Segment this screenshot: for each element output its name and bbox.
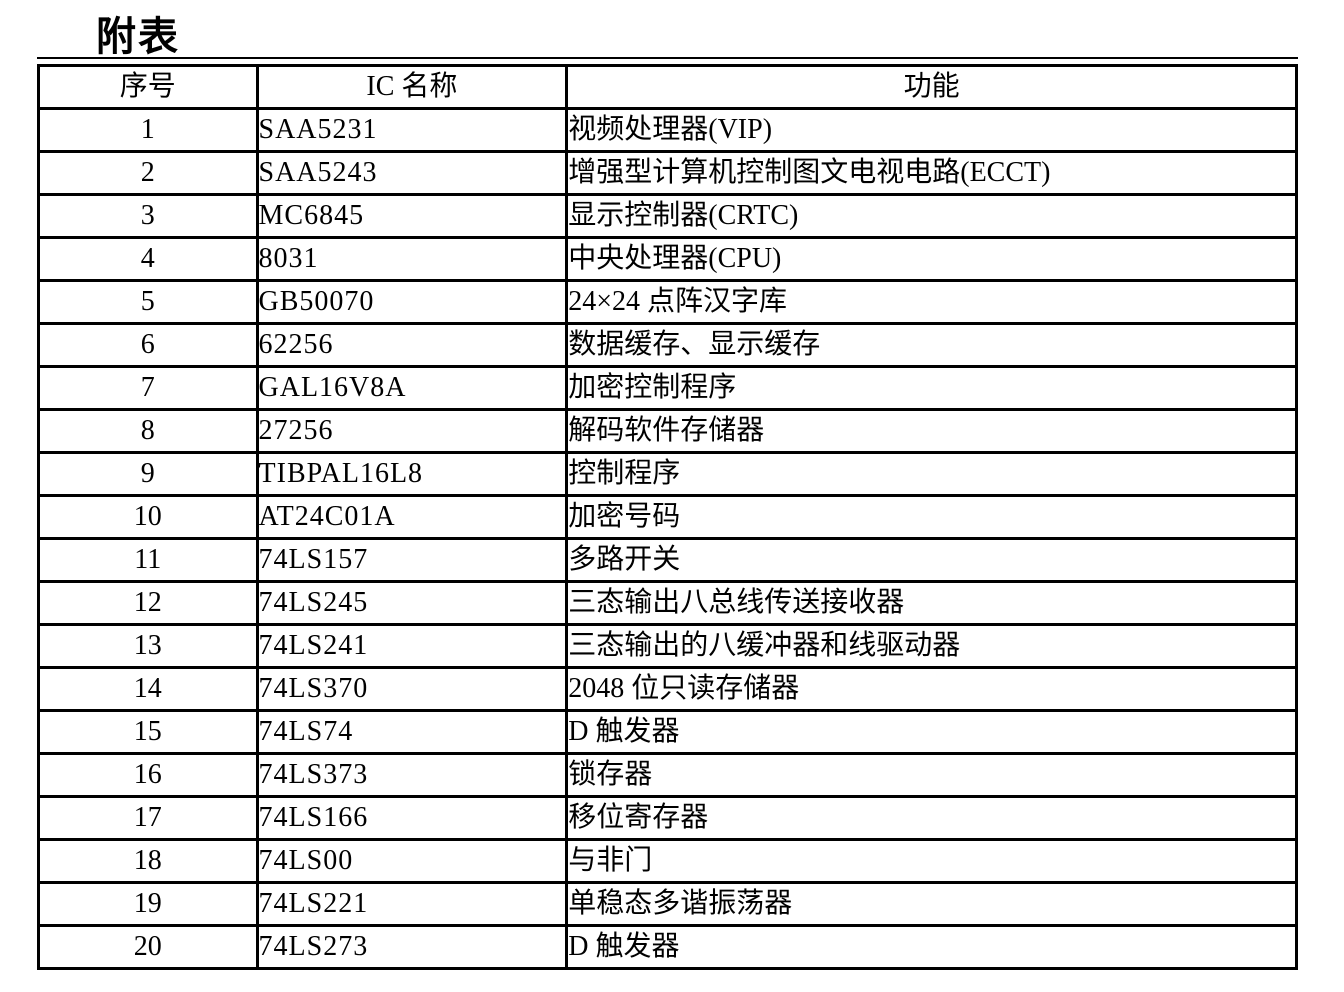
table-top-double-line [37,57,1298,59]
table-row: 7 GAL16V8A 加密控制程序 [37,365,1298,411]
serial-cell: 6 [37,322,259,368]
ic-table: 序号 IC 名称 功能 1 SAA5231 视频处理器(VIP) 2 SAA5243 增强… [37,64,1298,970]
ic-name-cell: 62256 [255,322,569,368]
table-body: 1 SAA5231 视频处理器(VIP) 2 SAA5243 增强型计算机控制图文电视电路… [37,107,1298,970]
function-cell: 与非门 [565,838,1298,884]
ic-name-cell: 74LS157 [255,537,569,583]
ic-name-cell: MC6845 [255,193,569,239]
serial-cell: 11 [37,537,259,583]
table-row: 16 74LS373 锁存器 [37,752,1298,798]
function-cell: 三态输出八总线传送接收器 [565,580,1298,626]
ic-name-cell: SAA5231 [255,107,569,153]
function-cell: 2048 位只读存储器 [565,666,1298,712]
table-header-row: 序号 IC 名称 功能 [37,64,1298,110]
table-row: 2 SAA5243 增强型计算机控制图文电视电路(ECCT) [37,150,1298,196]
table-row: 3 MC6845 显示控制器(CRTC) [37,193,1298,239]
ic-name-cell: 74LS373 [255,752,569,798]
function-cell: 增强型计算机控制图文电视电路(ECCT) [565,150,1298,196]
function-cell: 数据缓存、显示缓存 [565,322,1298,368]
serial-cell: 15 [37,709,259,755]
serial-cell: 7 [37,365,259,411]
function-cell: D 触发器 [565,709,1298,755]
function-cell: 解码软件存储器 [565,408,1298,454]
function-cell: 多路开关 [565,537,1298,583]
ic-name-cell: AT24C01A [255,494,569,540]
ic-name-cell: 74LS245 [255,580,569,626]
serial-cell: 4 [37,236,259,282]
table-row: 18 74LS00 与非门 [37,838,1298,884]
table-row: 1 SAA5231 视频处理器(VIP) [37,107,1298,153]
serial-cell: 14 [37,666,259,712]
header-ic-name: IC 名称 [255,64,569,110]
serial-cell: 5 [37,279,259,325]
ic-name-cell: 74LS00 [255,838,569,884]
serial-cell: 1 [37,107,259,153]
ic-name-cell: 74LS221 [255,881,569,927]
table-row: 6 62256 数据缓存、显示缓存 [37,322,1298,368]
serial-cell: 10 [37,494,259,540]
table-row: 11 74LS157 多路开关 [37,537,1298,583]
serial-cell: 17 [37,795,259,841]
serial-cell: 13 [37,623,259,669]
function-cell: 锁存器 [565,752,1298,798]
table-row: 8 27256 解码软件存储器 [37,408,1298,454]
function-cell: 视频处理器(VIP) [565,107,1298,153]
ic-name-cell: SAA5243 [255,150,569,196]
ic-name-cell: GAL16V8A [255,365,569,411]
table-row: 14 74LS370 2048 位只读存储器 [37,666,1298,712]
serial-cell: 3 [37,193,259,239]
function-cell: 中央处理器(CPU) [565,236,1298,282]
page-title: 附表 [96,14,180,60]
header-function: 功能 [565,64,1298,110]
function-cell: 移位寄存器 [565,795,1298,841]
function-cell: 三态输出的八缓冲器和线驱动器 [565,623,1298,669]
ic-name-cell: 74LS370 [255,666,569,712]
table-row: 10 AT24C01A 加密号码 [37,494,1298,540]
header-serial-number: 序号 [37,64,259,110]
ic-name-cell: 74LS273 [255,924,569,970]
function-cell: D 触发器 [565,924,1298,970]
serial-cell: 2 [37,150,259,196]
function-cell: 显示控制器(CRTC) [565,193,1298,239]
ic-name-cell: 74LS241 [255,623,569,669]
table-row: 15 74LS74 D 触发器 [37,709,1298,755]
ic-name-cell: TIBPAL16L8 [255,451,569,497]
function-cell: 24×24 点阵汉字库 [565,279,1298,325]
table-row: 13 74LS241 三态输出的八缓冲器和线驱动器 [37,623,1298,669]
ic-name-cell: GB50070 [255,279,569,325]
function-cell: 单稳态多谐振荡器 [565,881,1298,927]
serial-cell: 8 [37,408,259,454]
serial-cell: 19 [37,881,259,927]
function-cell: 加密号码 [565,494,1298,540]
serial-cell: 12 [37,580,259,626]
table-row: 5 GB50070 24×24 点阵汉字库 [37,279,1298,325]
function-cell: 控制程序 [565,451,1298,497]
table-row: 9 TIBPAL16L8 控制程序 [37,451,1298,497]
table-row: 4 8031 中央处理器(CPU) [37,236,1298,282]
table-row: 19 74LS221 单稳态多谐振荡器 [37,881,1298,927]
ic-name-cell: 74LS166 [255,795,569,841]
table-row: 12 74LS245 三态输出八总线传送接收器 [37,580,1298,626]
function-cell: 加密控制程序 [565,365,1298,411]
serial-cell: 9 [37,451,259,497]
table-row: 20 74LS273 D 触发器 [37,924,1298,970]
ic-name-cell: 8031 [255,236,569,282]
table-row: 17 74LS166 移位寄存器 [37,795,1298,841]
ic-name-cell: 27256 [255,408,569,454]
serial-cell: 20 [37,924,259,970]
serial-cell: 16 [37,752,259,798]
ic-name-cell: 74LS74 [255,709,569,755]
serial-cell: 18 [37,838,259,884]
